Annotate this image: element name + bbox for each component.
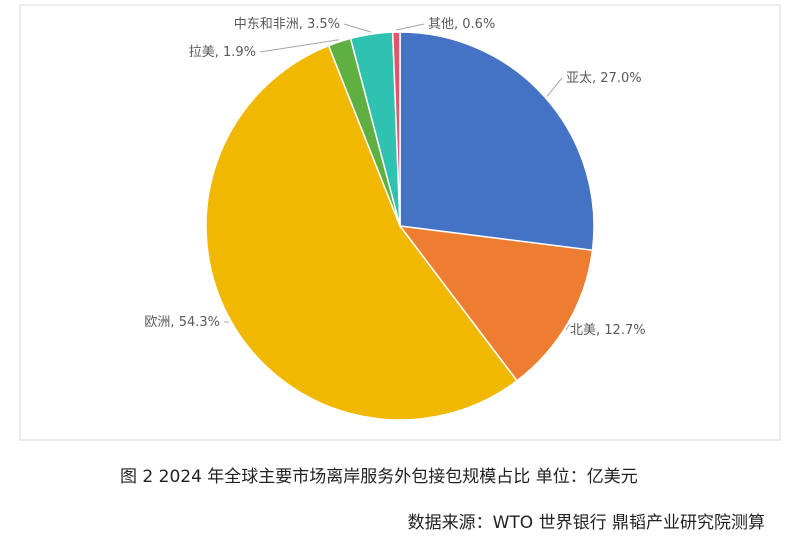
category-label: 亚太 bbox=[566, 71, 592, 86]
leader-line bbox=[546, 77, 563, 97]
category-label: 拉美 bbox=[189, 45, 215, 60]
value-label: 54.3% bbox=[179, 315, 220, 330]
label-separator: , bbox=[215, 45, 223, 60]
value-label: 27.0% bbox=[600, 71, 641, 86]
chart-source: 数据来源：WTO 世界银行 鼎韬产业研究院测算 bbox=[408, 513, 765, 533]
pie-slice bbox=[398, 225, 594, 382]
label-separator: , bbox=[170, 315, 178, 330]
chart-caption: 图 2 2024 年全球主要市场离岸服务外包接包规模占比 单位：亿美元 bbox=[120, 467, 638, 487]
leader-line bbox=[565, 323, 571, 331]
data-label: 中东和非洲, 3.5% bbox=[234, 17, 340, 32]
data-label: 亚太, 27.0% bbox=[566, 71, 642, 86]
data-label: 欧洲, 54.3% bbox=[144, 315, 220, 330]
value-label: 1.9% bbox=[223, 45, 256, 60]
label-separator: , bbox=[596, 323, 604, 338]
pie-slice bbox=[205, 44, 519, 421]
data-label: 北美, 12.7% bbox=[570, 323, 646, 338]
data-label: 拉美, 1.9% bbox=[189, 45, 256, 60]
label-separator: , bbox=[299, 17, 307, 32]
leader-line bbox=[396, 23, 425, 31]
category-label: 欧洲 bbox=[144, 315, 170, 330]
label-separator: , bbox=[592, 71, 600, 86]
value-label: 12.7% bbox=[604, 323, 645, 338]
value-label: 3.5% bbox=[307, 17, 340, 32]
category-label: 北美 bbox=[570, 323, 596, 338]
category-label: 中东和非洲 bbox=[234, 17, 299, 32]
data-label: 其他, 0.6% bbox=[428, 17, 495, 32]
leader-line bbox=[343, 23, 372, 33]
label-separator: , bbox=[454, 17, 462, 32]
value-label: 0.6% bbox=[462, 17, 495, 32]
leader-line bbox=[259, 39, 339, 53]
pie-slice bbox=[391, 31, 401, 227]
pie-slice bbox=[399, 31, 595, 252]
category-label: 其他 bbox=[428, 17, 454, 32]
